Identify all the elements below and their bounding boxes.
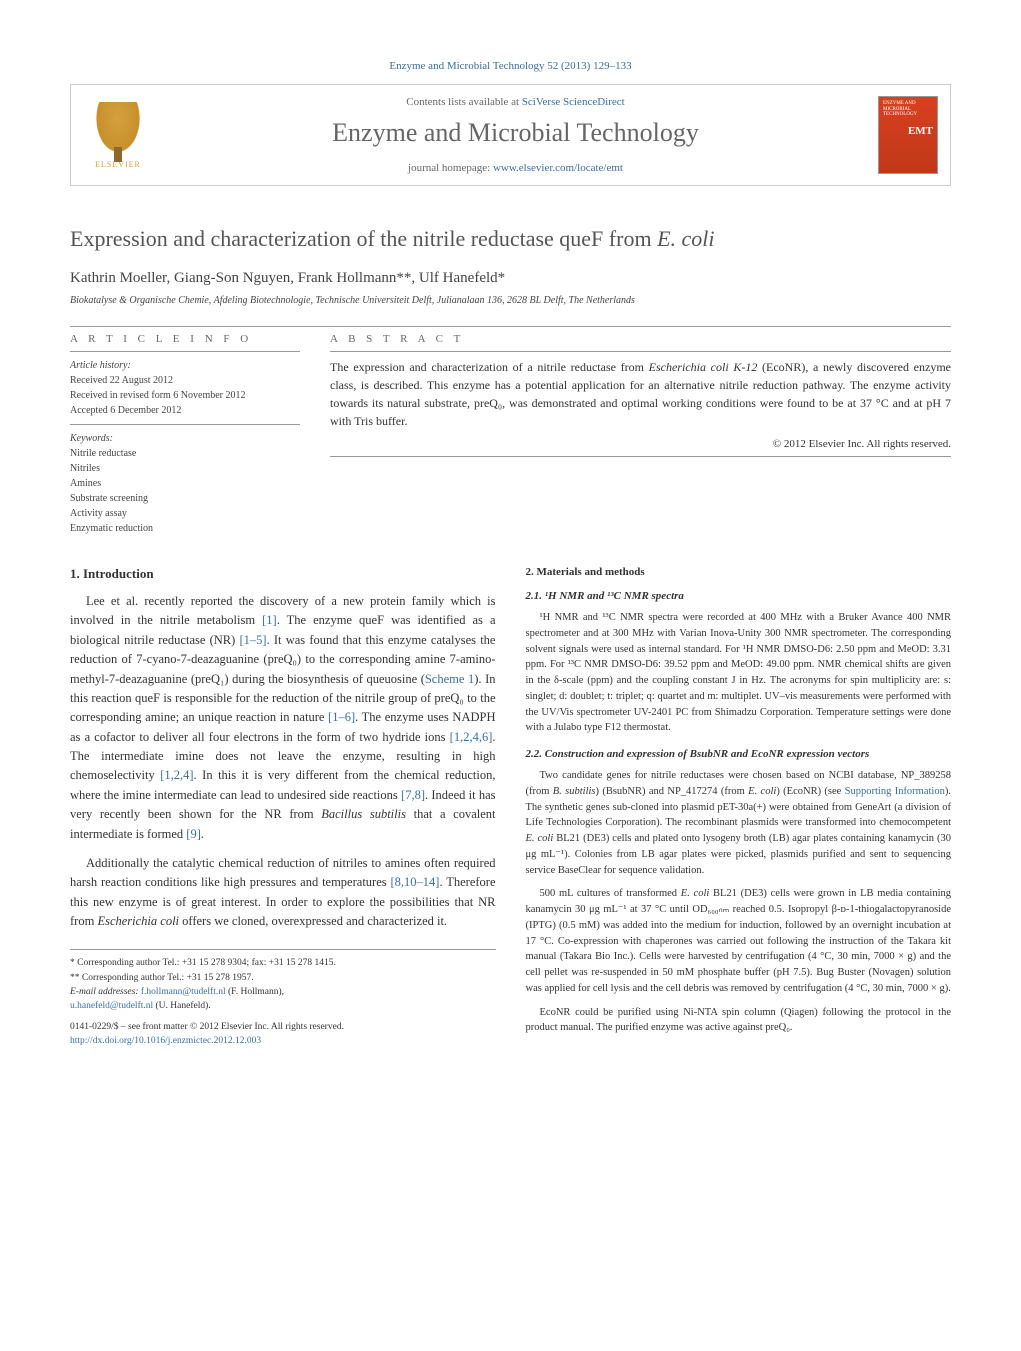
citation-link[interactable]: [9]: [186, 827, 201, 841]
species-name: E. coli: [526, 833, 554, 844]
keyword-item: Enzymatic reduction: [70, 521, 300, 536]
species-name: Bacillus subtilis: [321, 807, 406, 821]
elsevier-logo: ELSEVIER: [83, 95, 153, 175]
divider-abstract: [330, 351, 951, 352]
email-label: E-mail addresses:: [70, 987, 141, 997]
email-link-1[interactable]: f.hollmann@tudelft.nl: [141, 987, 226, 997]
citation-link[interactable]: [8,10–14]: [391, 875, 440, 889]
front-matter-line: 0141-0229/$ – see front matter © 2012 El…: [70, 1021, 496, 1048]
keyword-item: Substrate screening: [70, 491, 300, 506]
abstract-part1: The expression and characterization of a…: [330, 360, 649, 374]
author-list: Kathrin Moeller, Giang-Son Nguyen, Frank…: [70, 270, 951, 287]
methods-text: 500 mL cultures of transformed: [540, 888, 681, 899]
methods-text: ¹H NMR and ¹³C NMR spectra were recorded…: [526, 610, 952, 736]
homepage-prefix: journal homepage:: [408, 162, 493, 174]
keyword-item: Nitrile reductase: [70, 446, 300, 461]
methods-text: ) (EcoNR) (see: [776, 786, 844, 797]
received-date: Received 22 August 2012: [70, 373, 300, 388]
corresponding-author-1: * Corresponding author Tel.: +31 15 278 …: [70, 956, 496, 970]
species-name: B. subtilis: [553, 786, 596, 797]
divider-keywords: [70, 424, 300, 425]
supporting-info-link[interactable]: Supporting Information: [845, 786, 945, 797]
keyword-item: Activity assay: [70, 506, 300, 521]
species-name: E. coli: [748, 786, 776, 797]
intro-paragraph-1: Lee et al. recently reported the discove…: [70, 592, 496, 844]
methods-heading: 2. Materials and methods: [526, 566, 952, 578]
methods-paragraph-2: Two candidate genes for nitrile reductas…: [526, 768, 952, 878]
article-title-text: Expression and characterization of the n…: [70, 226, 657, 251]
email-name-2: (U. Hanefeld).: [153, 1001, 211, 1011]
email-line: E-mail addresses: f.hollmann@tudelft.nl …: [70, 985, 496, 999]
issn-copyright: 0141-0229/$ – see front matter © 2012 El…: [70, 1021, 496, 1034]
elsevier-tree-icon: [93, 102, 143, 157]
methods-paragraph-1: ¹H NMR and ¹³C NMR spectra were recorded…: [526, 610, 952, 736]
journal-homepage-link[interactable]: www.elsevier.com/locate/emt: [493, 162, 623, 174]
abstract-copyright: © 2012 Elsevier Inc. All rights reserved…: [330, 438, 951, 450]
abstract-heading: a b s t r a c t: [330, 333, 951, 345]
sciencedirect-link[interactable]: SciVerse ScienceDirect: [522, 96, 625, 108]
citation-link[interactable]: [7,8]: [401, 788, 425, 802]
footnotes: * Corresponding author Tel.: +31 15 278 …: [70, 949, 496, 1013]
methods-subheading-1: 2.1. ¹H NMR and ¹³C NMR spectra: [526, 590, 952, 602]
methods-paragraph-3: 500 mL cultures of transformed E. coli B…: [526, 886, 952, 996]
methods-paragraph-4: EcoNR could be purified using Ni-NTA spi…: [526, 1005, 952, 1037]
methods-subheading-2: 2.2. Construction and expression of Bsub…: [526, 748, 952, 760]
revised-date: Received in revised form 6 November 2012: [70, 388, 300, 403]
abstract-species: Escherichia coli K-12: [649, 360, 758, 374]
affiliation: Biokatalyse & Organische Chemie, Afdelin…: [70, 295, 951, 306]
email-name-1: (F. Hollmann),: [226, 987, 284, 997]
contents-prefix: Contents lists available at: [406, 96, 521, 108]
species-name: E. coli: [681, 888, 710, 899]
article-history-heading: Article history:: [70, 358, 300, 373]
article-info-heading: a r t i c l e i n f o: [70, 333, 300, 345]
article-history-block: Article history: Received 22 August 2012…: [70, 358, 300, 418]
article-title: Expression and characterization of the n…: [70, 226, 951, 252]
abstract-text: The expression and characterization of a…: [330, 358, 951, 430]
divider-info: [70, 351, 300, 352]
intro-text: .: [201, 827, 204, 841]
journal-header-box: ELSEVIER Contents lists available at Sci…: [70, 84, 951, 186]
corresponding-author-2: ** Corresponding author Tel.: +31 15 278…: [70, 971, 496, 985]
citation-link[interactable]: [1,2,4]: [160, 768, 193, 782]
citation-link[interactable]: [1,2,4,6]: [450, 730, 493, 744]
journal-homepage-line: journal homepage: www.elsevier.com/locat…: [153, 162, 878, 174]
methods-text: EcoNR could be purified using Ni-NTA spi…: [526, 1005, 952, 1037]
keyword-item: Amines: [70, 476, 300, 491]
left-column: 1. Introduction Lee et al. recently repo…: [70, 566, 496, 1048]
email-line-2: u.hanefeld@tudelft.nl (U. Hanefeld).: [70, 999, 496, 1013]
journal-cover-thumbnail: ENZYME AND MICROBIAL TECHNOLOGY EMT: [878, 96, 938, 174]
divider-abstract-bottom: [330, 456, 951, 457]
right-column: 2. Materials and methods 2.1. ¹H NMR and…: [526, 566, 952, 1048]
journal-cover-label: ENZYME AND MICROBIAL TECHNOLOGY: [883, 101, 933, 118]
article-info-column: a r t i c l e i n f o Article history: R…: [70, 333, 300, 536]
article-title-species: E. coli: [657, 226, 714, 251]
methods-text: BL21 (DE3) cells and plated onto lysogen…: [526, 833, 952, 876]
intro-text: offers we cloned, overexpressed and char…: [179, 914, 447, 928]
methods-text: ) (BsubNR) and NP_417274 (from: [596, 786, 749, 797]
intro-paragraph-2: Additionally the catalytic chemical redu…: [70, 854, 496, 932]
doi-link[interactable]: http://dx.doi.org/10.1016/j.enzmictec.20…: [70, 1036, 261, 1046]
journal-cover-abbrev: EMT: [908, 125, 933, 137]
scheme-link[interactable]: Scheme 1: [425, 672, 474, 686]
divider-top: [70, 326, 951, 327]
citation-link[interactable]: [1]: [262, 613, 277, 627]
keywords-block: Keywords: Nitrile reductase Nitriles Ami…: [70, 431, 300, 536]
accepted-date: Accepted 6 December 2012: [70, 403, 300, 418]
journal-title: Enzyme and Microbial Technology: [153, 118, 878, 148]
keywords-heading: Keywords:: [70, 431, 300, 446]
contents-available-line: Contents lists available at SciVerse Sci…: [153, 96, 878, 108]
citation-link[interactable]: [1–5]: [239, 633, 266, 647]
keyword-item: Nitriles: [70, 461, 300, 476]
introduction-heading: 1. Introduction: [70, 566, 496, 582]
methods-text: BL21 (DE3) cells were grown in LB media …: [526, 888, 952, 994]
citation-link[interactable]: [1–6]: [328, 710, 355, 724]
abstract-column: a b s t r a c t The expression and chara…: [330, 333, 951, 536]
journal-citation: Enzyme and Microbial Technology 52 (2013…: [70, 60, 951, 72]
species-name: Escherichia coli: [97, 914, 179, 928]
email-link-2[interactable]: u.hanefeld@tudelft.nl: [70, 1001, 153, 1011]
